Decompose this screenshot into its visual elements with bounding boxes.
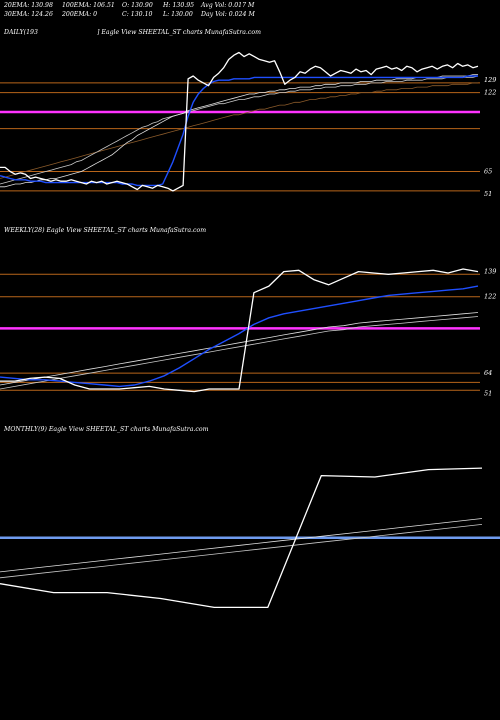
weekly-level-label-122: 122	[484, 293, 496, 301]
weekly-label: WEEKLY(28) Eagle View SHEETAL_ST charts …	[4, 227, 207, 234]
daily-label: DAILY(193	[4, 29, 38, 36]
monthly-ema-grey2-line	[0, 524, 483, 579]
daily-price-line	[0, 51, 479, 192]
ema20-readout: 20EMA: 130.98	[4, 2, 53, 9]
weekly-ema-grey2-line	[0, 316, 479, 390]
daily-ema200-line	[0, 82, 478, 179]
daily-level-label-122: 122	[484, 89, 496, 97]
weekly-ema-grey1-line	[0, 312, 479, 386]
weekly-price-line	[0, 268, 479, 393]
open-readout: O: 130.90	[122, 2, 153, 9]
avg-vol-readout: Avg Vol: 0.017 M	[201, 2, 255, 9]
daily-ema100-line	[0, 75, 479, 185]
day-vol-readout: Day Vol: 0.024 M	[201, 11, 255, 18]
ema200-readout: 200EMA: 0	[62, 11, 98, 18]
weekly-level-label-64: 64	[484, 369, 492, 377]
monthly-ema-grey1-line	[0, 518, 483, 573]
monthly-price-line	[0, 467, 483, 609]
monthly-label: MONTHLY(9) Eagle View SHEETAL_ST charts …	[4, 426, 209, 433]
daily-level-label-51: 51	[484, 190, 492, 198]
high-readout: H: 130.95	[163, 2, 195, 9]
low-readout: L: 130.00	[163, 11, 193, 18]
daily-level-label-129: 129	[484, 76, 496, 84]
ema100-readout: 100EMA: 106.51	[62, 2, 115, 9]
ema30-readout: 30EMA: 124.26	[4, 11, 53, 18]
close-readout: C: 130.10	[122, 11, 153, 18]
weekly-level-label-51: 51	[484, 389, 492, 397]
daily-level-label-65: 65	[484, 168, 492, 176]
weekly-ema-blue-line	[0, 285, 479, 388]
weekly-level-label-139: 139	[484, 267, 496, 275]
daily-ema30-line	[0, 74, 478, 188]
daily-subtitle: ] Eagle View SHEETAL_ST charts MunafaSut…	[97, 29, 261, 36]
